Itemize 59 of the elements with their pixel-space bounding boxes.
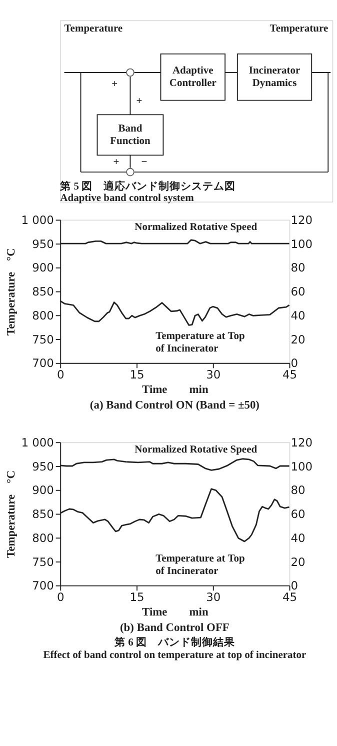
y2-tick-label: 100 [290, 236, 313, 251]
y2-tick-label: 40 [290, 530, 306, 545]
text: + [112, 79, 118, 90]
x-tick-label: 0 [56, 590, 64, 604]
y2-tick-label: 20 [290, 332, 306, 346]
x-tick-label: 45 [282, 368, 298, 382]
y-tick-label: 900 [32, 260, 54, 275]
y-tick-label: 850 [32, 507, 54, 522]
y-tick-label: 950 [32, 459, 54, 474]
y-tick-label: 750 [32, 332, 54, 346]
x-tick-label: 30 [206, 590, 221, 604]
text: 第 6 図 バンド制御結果 [113, 635, 236, 648]
y2-tick-label: 120 [290, 213, 313, 228]
x-tick-label: 15 [130, 590, 144, 604]
y-tick-label: 1 000 [21, 435, 54, 450]
y-tick-label: 1 000 [21, 213, 54, 228]
y-tick-label: 800 [32, 308, 54, 322]
y2-tick-label: 40 [290, 308, 306, 322]
y-tick-label: 900 [32, 483, 54, 498]
y2-tick-label: 0 [290, 356, 298, 370]
x-axis-title: Time min [142, 384, 209, 396]
series-label: Temperature at Top of Incinerator [156, 331, 246, 354]
text: Adaptive band control system [60, 193, 194, 204]
y2-tick-label: 120 [290, 435, 313, 450]
x-tick-label: 0 [56, 368, 64, 382]
text: + [136, 96, 142, 108]
y-tick-label: 800 [32, 530, 54, 545]
y-axis-title: Temperature °C [5, 248, 18, 336]
x-tick-label: 30 [206, 368, 221, 382]
y2-tick-label: 60 [290, 507, 306, 522]
text: Temperature [270, 23, 328, 34]
series-label: Normalized Rotative Speed [134, 222, 258, 234]
text: Incinerator Dynamics [248, 65, 301, 89]
y-tick-label: 700 [32, 356, 54, 370]
text: (a) Band Control ON (Band = ±50) [90, 400, 260, 412]
y2-tick-label: 60 [290, 284, 306, 299]
text: Adaptive Controller [169, 65, 217, 89]
y2-tick-label: 80 [290, 260, 306, 275]
y-axis-title: Temperature °C [5, 470, 18, 558]
text: − [141, 156, 148, 168]
series-label: Temperature at Top of Incinerator [156, 553, 246, 577]
y2-tick-label: 100 [290, 459, 313, 474]
y-tick-label: 700 [32, 578, 54, 593]
y2-tick-label: 0 [290, 578, 298, 593]
text: Band Function [110, 124, 151, 147]
text: (b) Band Control OFF [120, 622, 230, 634]
series-label: Normalized Rotative Speed [134, 444, 258, 456]
x-tick-label: 15 [130, 368, 144, 382]
y-tick-label: 750 [32, 554, 54, 569]
text: + [113, 156, 120, 168]
x-axis-title: Time min [142, 606, 209, 618]
x-tick-label: 45 [282, 590, 298, 604]
y2-tick-label: 20 [290, 554, 306, 569]
text: Effect of band control on temperature at top of incinerator [43, 650, 307, 661]
text: 第 5 図 適応バンド制御システム図 [59, 179, 236, 192]
y2-tick-label: 80 [290, 483, 306, 498]
y-tick-label: 850 [32, 284, 54, 299]
text: Temperature [64, 23, 123, 34]
y-tick-label: 950 [32, 236, 54, 251]
